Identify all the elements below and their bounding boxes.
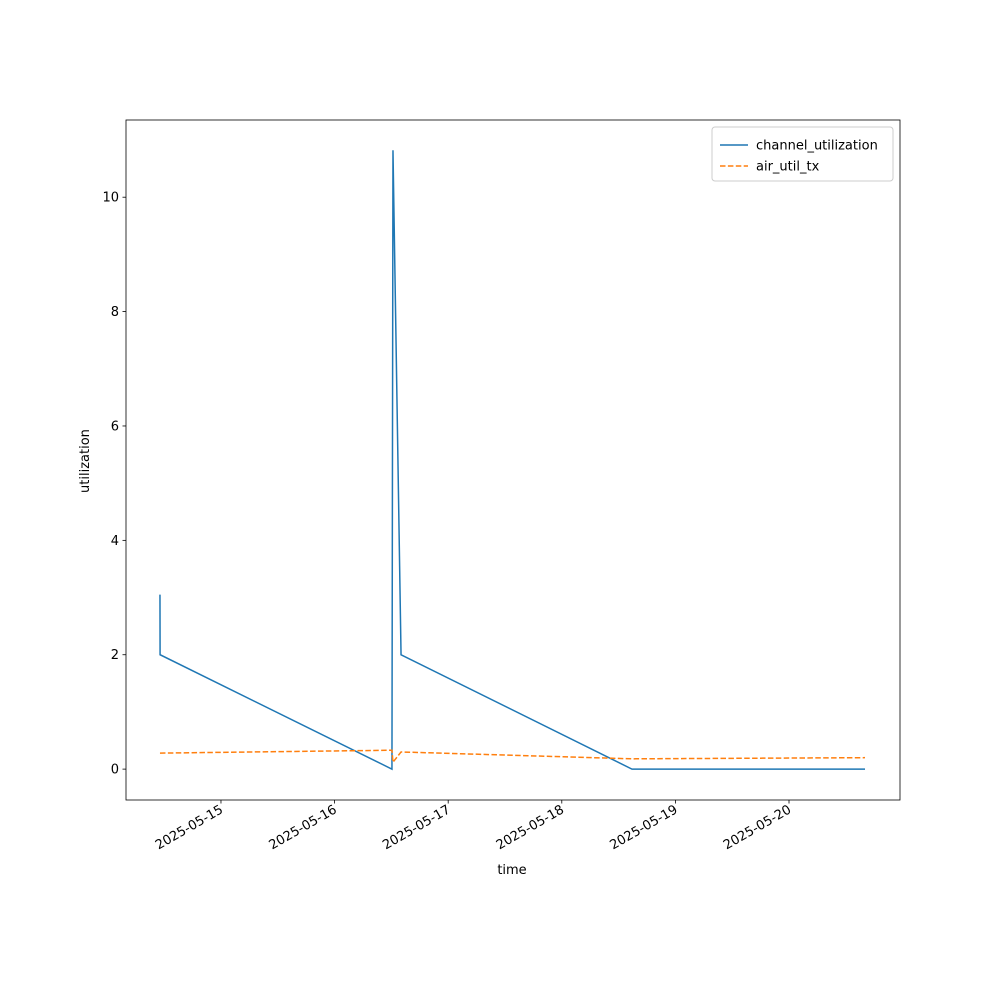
y-tick-label: 8 — [111, 305, 119, 320]
line-series — [159, 150, 866, 771]
y-tick-label: 2 — [111, 648, 119, 663]
x-tick-label: 2025-05-17 — [380, 802, 453, 853]
legend-label: air_util_tx — [756, 160, 820, 175]
x-tick-label: 2025-05-18 — [494, 802, 567, 853]
legend: channel_utilization air_util_tx — [711, 126, 894, 182]
x-tick-label: 2025-05-20 — [721, 802, 794, 853]
x-tick-label: 2025-05-16 — [267, 802, 340, 853]
y-axis-label: utilization — [78, 429, 93, 493]
legend-label: channel_utilization — [756, 139, 878, 154]
line-series — [159, 749, 866, 765]
y-tick-label: 10 — [102, 191, 119, 206]
x-tick-label: 2025-05-15 — [153, 802, 226, 853]
y-tick-label: 4 — [111, 534, 119, 549]
x-axis-label: time — [497, 863, 526, 878]
legend-box — [711, 126, 894, 182]
x-tick-label: 2025-05-19 — [607, 802, 680, 853]
y-tick-label: 0 — [111, 763, 119, 778]
plot-frame — [125, 119, 901, 801]
y-tick-label: 6 — [111, 419, 119, 434]
